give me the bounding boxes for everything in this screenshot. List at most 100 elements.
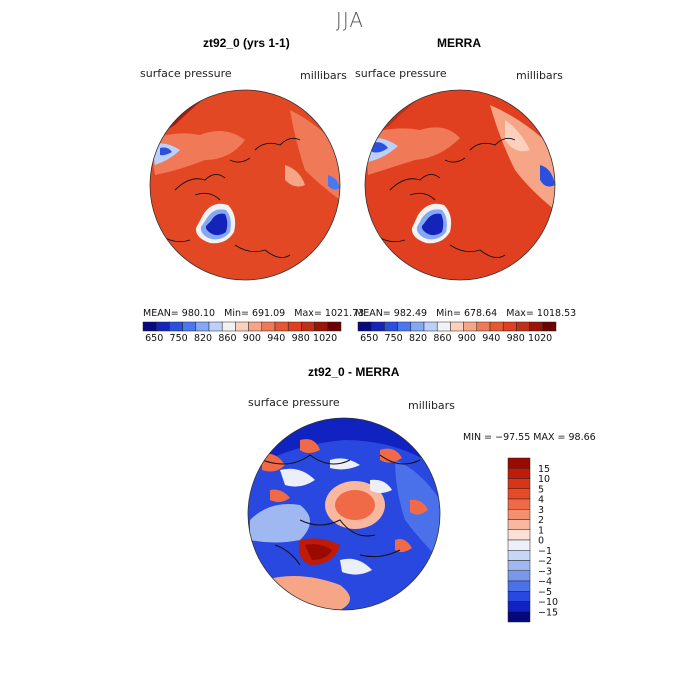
plot1-tibet-core [160, 147, 172, 156]
plot1-colorbar-swatch [287, 321, 302, 332]
plot1-colorbar-swatch [195, 321, 210, 332]
plot1-colorbar-swatch [182, 321, 197, 332]
plot2-colorbar-label: 650 [360, 333, 378, 344]
plot3-colorbar-swatch [507, 550, 531, 561]
plot2-colorbar-label: 940 [482, 333, 500, 344]
plot3-colorbar-swatch [507, 468, 531, 479]
plot2-colorbar-swatch [370, 321, 385, 332]
plot1-variable-label: surface pressure [140, 67, 232, 80]
plot2-colorbar-swatch [450, 321, 464, 332]
plot3-variable-label: surface pressure [248, 396, 340, 409]
plot1-colorbar-swatch [142, 321, 157, 332]
plot3-units-label: millibars [408, 399, 455, 412]
plot3-title: zt92_0 - MERRA [308, 365, 400, 379]
plot3-coastlines [261, 454, 421, 566]
plot3-colorbar-swatch [507, 519, 531, 530]
plot1-colorbar-label: 860 [218, 333, 236, 344]
plot3-greenland-core [305, 544, 332, 560]
plot3-stats: MIN = −97.55 MAX = 98.66 [463, 432, 596, 443]
plot3-colorbar-swatch [507, 611, 531, 623]
plot2-colorbar-swatch [463, 321, 478, 332]
plot2-units-label: millibars [516, 69, 563, 82]
plot2-stats: MEAN= 982.49 Min= 678.64 Max= 1018.53 [355, 308, 576, 319]
plot1-colorbar-swatch [208, 321, 223, 332]
plot2-rockies-low [540, 165, 555, 187]
plot2-min-label: Min= [430, 308, 464, 319]
plot2-colorbar-swatch [489, 321, 504, 332]
plot3-colorbar-swatch [507, 539, 531, 551]
plot2-colorbar-swatch [542, 321, 557, 332]
plot1-colorbar: 650 750 820 860 900 940 980 1020 [142, 321, 342, 344]
plot3-colorbar-label: −4 [538, 577, 552, 588]
plot2-colorbar-label: 980 [507, 333, 525, 344]
plot1-colorbar-label: 900 [243, 333, 261, 344]
plot1-map-border [149, 89, 341, 281]
plot1-stats: MEAN= 980.10 Min= 691.09 Max= 1021.73 [143, 308, 364, 319]
plot2-colorbar-swatch [529, 321, 544, 332]
plot1-colorbar-label: 980 [292, 333, 310, 344]
plot2-colorbar-swatch [397, 321, 412, 332]
plot3-west-light [250, 504, 310, 543]
plot2-rockies-light [505, 120, 530, 152]
plot1-rockies [290, 110, 340, 200]
plot1-colorbar-swatch [169, 321, 183, 332]
plot1-colorbar-swatch [261, 321, 276, 332]
plot3-colorbar-swatch [507, 457, 531, 469]
plot3-colorbar-label: −5 [538, 587, 552, 598]
plot3-colorbar-label: 10 [538, 474, 550, 485]
plot3-colorbar-label: 1 [538, 525, 544, 536]
plot1-max-value: 1021.73 [324, 308, 365, 319]
plot1-colorbar-swatch [327, 321, 342, 332]
plot2-colorbar-label: 860 [433, 333, 451, 344]
plot2-min-value: 678.64 [463, 308, 498, 319]
plot3-colorbar-swatch [507, 498, 531, 510]
plot3-colorbar-label: −15 [538, 607, 558, 618]
plot3-colorbar-swatch [507, 591, 531, 602]
plot1-siberia [150, 131, 245, 175]
plot2-colorbar-swatch [423, 321, 438, 332]
plot1-max-label: Max= [288, 308, 325, 319]
plot3-colorbar-label: −3 [538, 566, 552, 577]
plot1-mean-value: 980.10 [181, 308, 216, 319]
plot1-colorbar-swatch [248, 321, 263, 332]
plot3-colorbar-label: 15 [538, 464, 550, 475]
plot3-colorbar-label: 0 [538, 536, 544, 547]
plot3-colorbar-label: 4 [538, 495, 544, 506]
plot1-rockies-low [328, 175, 340, 190]
plot1-colorbar-swatch [155, 321, 170, 332]
plot2-mean-value: 982.49 [393, 308, 428, 319]
plot2-colorbar-label: 750 [385, 333, 403, 344]
plot1-patch-a [285, 165, 305, 187]
plot2-colorbar-swatch [357, 321, 372, 332]
plot2-colorbar-swatch [516, 321, 530, 332]
plot2-map-border [364, 89, 556, 281]
plot2-ocean-field [365, 90, 555, 280]
plot3-colorbar-swatch [507, 529, 531, 541]
plot2-colorbar: 650 750 820 860 900 940 980 1020 [357, 321, 557, 344]
plot3-colorbar-label: −10 [538, 597, 558, 608]
plot1-colorbar-swatch [221, 321, 236, 332]
plot1-colorbar-label: 750 [170, 333, 188, 344]
plot2-siberia [365, 127, 460, 175]
plot2-colorbar-swatch [476, 321, 491, 332]
plot3-central-high-inner [335, 490, 375, 520]
plot2-max-label: Max= [500, 308, 537, 319]
plot3-colorbar-label: −2 [538, 556, 552, 567]
season-title: JJA [335, 8, 365, 32]
plot2-title: MERRA [437, 36, 481, 50]
plot2-colorbar-swatch [410, 321, 425, 332]
plot1-title: zt92_0 (yrs 1-1) [203, 36, 290, 50]
plot3-colorbar-swatch [507, 560, 531, 571]
plot1-min-value: 691.09 [251, 308, 286, 319]
plot1-colorbar-swatch [274, 321, 289, 332]
plot2-tibet-core [372, 142, 388, 153]
plot3-colorbar-swatch [507, 488, 531, 500]
plot2-max-value: 1018.53 [536, 308, 577, 319]
plot3-colorbar-swatch [507, 478, 531, 489]
plot1-colorbar-label: 650 [145, 333, 163, 344]
plot3-colorbar-swatch [507, 580, 531, 592]
plot3-map-border [247, 417, 441, 611]
plot2-mean-label: MEAN= [355, 308, 394, 319]
plot2-colorbar-swatch [384, 321, 398, 332]
